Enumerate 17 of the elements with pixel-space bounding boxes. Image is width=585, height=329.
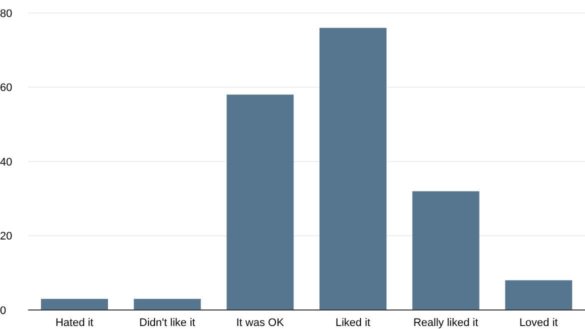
y-tick-label: 60 <box>0 82 12 94</box>
bar <box>134 298 201 310</box>
bar <box>505 280 572 310</box>
x-tick-label: Really liked it <box>413 316 478 329</box>
y-tick-label: 0 <box>0 304 6 317</box>
x-tick-label: Liked it <box>335 316 370 329</box>
x-tick-label: It was OK <box>236 316 285 329</box>
bar <box>319 28 386 310</box>
x-tick-label: Hated it <box>55 316 94 329</box>
bar <box>412 191 480 310</box>
y-tick-label: 40 <box>0 156 12 168</box>
y-tick-label: 20 <box>0 230 12 243</box>
bar <box>226 94 294 310</box>
y-tick-label: 80 <box>0 8 12 20</box>
x-tick-label: Didn't like it <box>139 316 196 329</box>
x-tick-label: Loved it <box>519 316 558 329</box>
bar <box>40 298 108 310</box>
